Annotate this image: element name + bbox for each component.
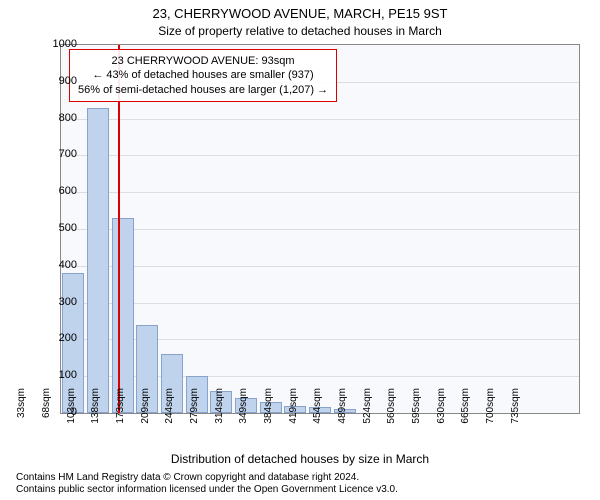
y-tick-label: 700 — [41, 148, 77, 160]
grid-line — [61, 266, 579, 267]
x-tick-label: 138sqm — [90, 388, 101, 448]
x-tick-label: 524sqm — [362, 388, 373, 448]
page-title-2: Size of property relative to detached ho… — [0, 24, 600, 38]
callout-line-3: 56% of semi-detached houses are larger (… — [78, 83, 328, 97]
x-tick-label: 314sqm — [214, 388, 225, 448]
y-tick-label: 500 — [41, 222, 77, 234]
y-tick-label: 1000 — [41, 38, 77, 50]
x-tick-label: 700sqm — [485, 388, 496, 448]
x-tick-label: 489sqm — [337, 388, 348, 448]
grid-line — [61, 303, 579, 304]
property-callout: 23 CHERRYWOOD AVENUE: 93sqm ← 43% of det… — [69, 49, 337, 102]
x-tick-label: 279sqm — [189, 388, 200, 448]
x-tick-label: 595sqm — [411, 388, 422, 448]
chart-plot-area: 23 CHERRYWOOD AVENUE: 93sqm ← 43% of det… — [60, 44, 580, 414]
x-tick-label: 173sqm — [115, 388, 126, 448]
callout-line-2: ← 43% of detached houses are smaller (93… — [78, 68, 328, 82]
grid-line — [61, 119, 579, 120]
x-tick-label: 103sqm — [66, 388, 77, 448]
y-tick-label: 600 — [41, 185, 77, 197]
x-tick-label: 665sqm — [460, 388, 471, 448]
y-tick-label: 800 — [41, 112, 77, 124]
page-title-1: 23, CHERRYWOOD AVENUE, MARCH, PE15 9ST — [0, 6, 600, 21]
footer-line-1: Contains HM Land Registry data © Crown c… — [16, 472, 584, 484]
y-tick-label: 300 — [41, 296, 77, 308]
x-tick-label: 384sqm — [263, 388, 274, 448]
y-tick-label: 100 — [41, 369, 77, 381]
x-tick-label: 349sqm — [238, 388, 249, 448]
grid-line — [61, 155, 579, 156]
x-tick-label: 33sqm — [16, 388, 27, 448]
y-tick-label: 400 — [41, 259, 77, 271]
x-tick-label: 244sqm — [164, 388, 175, 448]
footer-attribution: Contains HM Land Registry data © Crown c… — [16, 472, 584, 496]
y-tick-label: 900 — [41, 75, 77, 87]
y-tick-label: 200 — [41, 332, 77, 344]
grid-line — [61, 192, 579, 193]
callout-line-1: 23 CHERRYWOOD AVENUE: 93sqm — [78, 54, 328, 68]
x-tick-label: 454sqm — [312, 388, 323, 448]
x-axis-label: Distribution of detached houses by size … — [0, 452, 600, 466]
bar — [87, 108, 109, 413]
footer-line-2: Contains public sector information licen… — [16, 484, 584, 496]
x-tick-label: 560sqm — [386, 388, 397, 448]
grid-line — [61, 229, 579, 230]
x-tick-label: 68sqm — [41, 388, 52, 448]
x-tick-label: 419sqm — [288, 388, 299, 448]
x-tick-label: 209sqm — [140, 388, 151, 448]
bar — [112, 218, 134, 413]
x-tick-label: 735sqm — [510, 388, 521, 448]
x-tick-label: 630sqm — [436, 388, 447, 448]
